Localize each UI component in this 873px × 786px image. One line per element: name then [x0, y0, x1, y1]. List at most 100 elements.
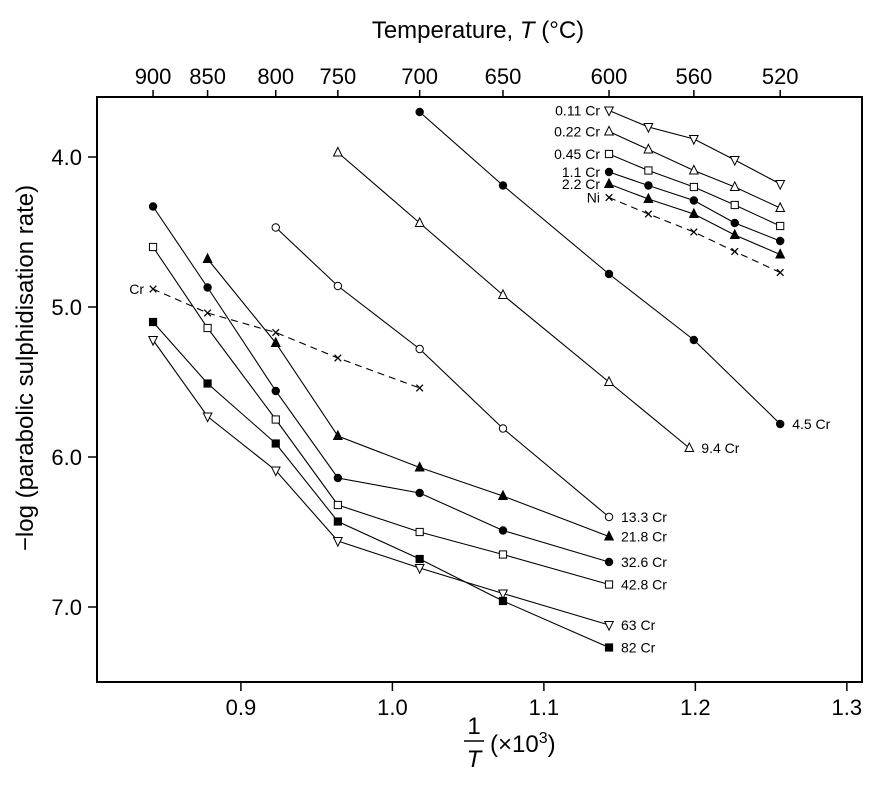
series-4-5-cr-point [604, 269, 614, 279]
series-32-6-cr-point [148, 202, 158, 211]
series-ni-x-stroke [690, 228, 698, 236]
series-42-8-cr-point [604, 580, 614, 589]
series-9-4-cr-line [337, 152, 690, 449]
series-ni-point [730, 247, 739, 256]
series-0-11-cr-point [729, 156, 740, 167]
series-13-3-cr-point [271, 223, 280, 232]
series-0-11-cr-point [688, 135, 699, 146]
x-tick-label: 1.3 [832, 695, 863, 720]
series-1-1-cr [604, 167, 785, 246]
series-ni-x-stroke [776, 268, 784, 277]
series-0-22-cr [603, 125, 786, 212]
top-tick-label: 650 [485, 64, 522, 89]
series-9-4-cr-point [684, 441, 695, 452]
series-63-cr-label: 63 Cr [621, 617, 656, 633]
x-axis-title-numerator: 1 [467, 713, 480, 740]
series-82-cr-label: 82 Cr [621, 640, 656, 656]
series-63-cr-point [202, 412, 213, 423]
top-tick-label: 850 [189, 64, 226, 89]
series-cr-point [415, 384, 424, 392]
series-63-cr-point [270, 466, 281, 477]
series-ni-line [608, 196, 781, 273]
series-labels: 4.5 Cr 9.4 Cr 13.3 Cr 21.8 Cr 32.6 Cr 42.8 Cr… [129, 103, 830, 656]
series-ni-x-stroke [605, 193, 613, 202]
x-tick-label: 0.9 [226, 695, 257, 720]
series-2-2-cr-point [688, 207, 699, 218]
series-ni-x-stroke [730, 247, 739, 256]
series-1-1-cr-point [775, 236, 785, 246]
series-2-2-cr-point [729, 228, 740, 239]
series-42-8-cr-point [333, 500, 342, 510]
series-0-11-cr-point [603, 106, 615, 117]
series-0-45-cr [604, 149, 785, 231]
x-tick-label: 1.0 [377, 695, 408, 720]
series-9-4-cr-point [603, 375, 615, 386]
series-13-3-cr-point [415, 344, 424, 354]
series-32-6-cr-point [415, 488, 424, 498]
series-1-1-cr-point [644, 181, 653, 190]
series-2-2-cr-point [603, 177, 615, 188]
series-4-5-cr-point [415, 107, 424, 117]
series-21-8-cr-point [603, 530, 615, 541]
series-1-1-cr-label: 1.1 Cr [562, 164, 600, 180]
series-ni-point [644, 210, 653, 218]
series-42-8-cr-point [415, 527, 424, 537]
series-82-cr-point [148, 317, 158, 327]
series-2-2-cr-point [643, 192, 654, 203]
series-63-cr-point [603, 621, 615, 632]
series-42-8-cr-label: 42.8 Cr [621, 577, 667, 593]
series-0-45-cr-point [776, 221, 785, 231]
series-4-5-cr [415, 107, 785, 429]
series-0-45-cr-label: 0.45 Cr [554, 146, 600, 162]
axes: 0.9 1.0 1.1 1.2 1.3 4.0 5.0 6.0 7.0 900 850 800 750 7… [51, 64, 863, 720]
series-0-22-cr-point [643, 143, 654, 154]
y-axis-title: −log (parabolic sulphidisation rate) [12, 185, 39, 551]
series-13-3-cr-point [333, 281, 343, 291]
series-32-6-cr-label: 32.6 Cr [621, 554, 667, 570]
series-0-22-cr-point [603, 125, 615, 136]
series-cr [149, 285, 424, 392]
series-4-5-cr-point [775, 419, 785, 429]
series-0-11-cr-point [775, 180, 786, 191]
series-21-8-cr-line [207, 258, 610, 538]
series-21-8-cr-point [414, 461, 425, 472]
series-13-3-cr-label: 13.3 Cr [621, 509, 667, 525]
series-82-cr-line [152, 321, 610, 649]
series-32-6-cr [148, 202, 614, 567]
series-82-cr-point [203, 379, 212, 388]
x-tick-label: 1.1 [529, 695, 560, 720]
series-ni [605, 193, 784, 277]
series-2-2-cr-point [775, 248, 786, 259]
plot-frame [96, 96, 863, 683]
series-42-8-cr-point [498, 550, 508, 559]
series-63-cr-point [414, 564, 425, 575]
series-0-45-cr-point [730, 200, 739, 210]
series-42-8-cr-point [271, 415, 280, 424]
series-21-8-cr-point [332, 429, 343, 440]
series-42-8-cr-point [203, 323, 212, 333]
series-82-cr-point [271, 439, 280, 448]
series-21-8-cr-point [202, 252, 213, 263]
series-9-4-cr-label: 9.4 Cr [701, 440, 739, 456]
series-21-8-cr-point [497, 489, 509, 500]
series-cr-point [149, 285, 157, 293]
series-63-cr-point [497, 589, 509, 600]
x-axis-title-suffix: (×103) [490, 730, 556, 758]
series-9-4-cr-point [332, 146, 343, 157]
series-4-5-cr-label: 4.5 Cr [792, 416, 830, 432]
series-0-22-cr-label: 0.22 Cr [554, 124, 600, 140]
series-32-6-cr-point [498, 526, 508, 535]
series-1-1-cr-point [730, 218, 739, 228]
series-13-3-cr-line [275, 227, 610, 518]
x-axis-title: 1 T (×103) [464, 713, 556, 773]
series-1-1-cr-point [689, 196, 699, 205]
y-tick-label: 5.0 [51, 295, 82, 320]
series-1-1-cr-point [604, 167, 614, 177]
series-32-6-cr-point [333, 473, 343, 483]
top-tick-label: 520 [762, 64, 799, 89]
series-0-11-cr-point [643, 123, 654, 134]
series-ni-x-stroke [644, 210, 653, 218]
series-21-8-cr [202, 252, 615, 541]
series-ni-point [605, 193, 613, 202]
series-42-8-cr [148, 242, 614, 589]
